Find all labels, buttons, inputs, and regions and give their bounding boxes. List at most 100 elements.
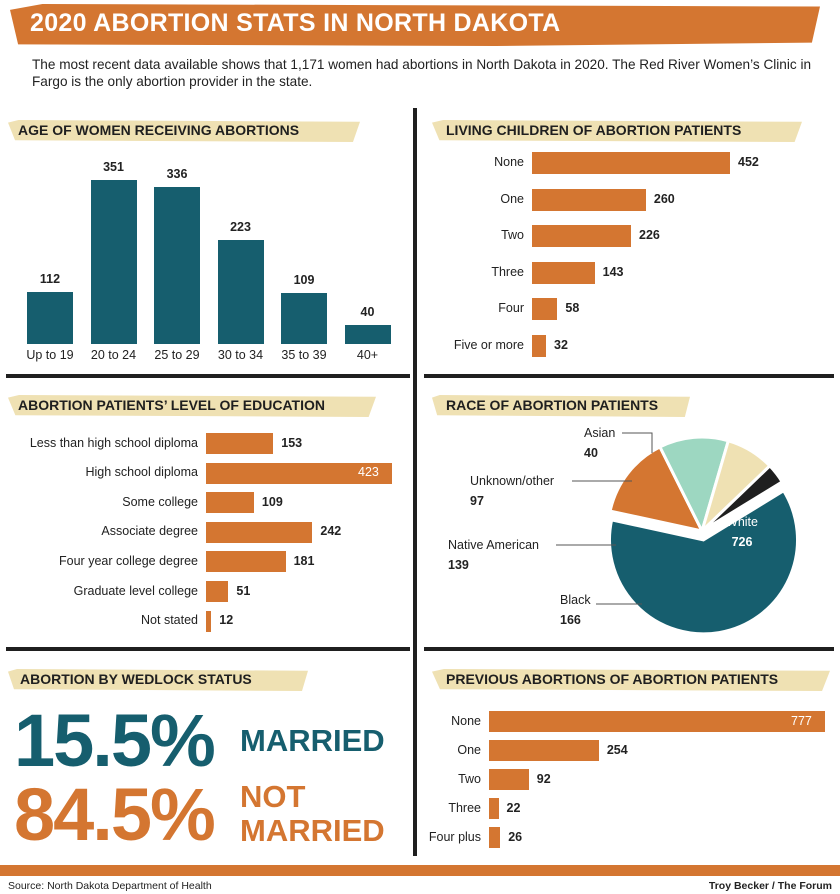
- not-married-label-line2: MARRIED: [240, 813, 385, 848]
- education-bar-value: 109: [261, 494, 283, 509]
- education-bar: [206, 610, 212, 632]
- wedlock-section-title: ABORTION BY WEDLOCK STATUS: [20, 671, 252, 687]
- previous-category-label: None: [451, 713, 481, 728]
- previous-bar: [489, 740, 599, 761]
- education-category-label: High school diploma: [85, 465, 198, 480]
- education-category-label: Four year college degree: [59, 553, 198, 568]
- intro-text: The most recent data available shows tha…: [32, 57, 812, 89]
- age-bar: [217, 239, 264, 344]
- previous-bar: [489, 711, 825, 732]
- age-bar: [154, 187, 200, 344]
- previous-bar-value: 26: [508, 829, 523, 844]
- education-bar-value: 51: [236, 583, 251, 598]
- children-bar: [532, 298, 558, 320]
- not-married-label-line1: NOT: [240, 779, 306, 814]
- age-bar-value: 109: [293, 273, 315, 288]
- education-bar: [206, 492, 254, 514]
- education-section-header: [8, 395, 376, 417]
- age-category-label: 30 to 34: [217, 348, 264, 362]
- divider-right-2: [424, 647, 834, 651]
- previous-bar-value: 777: [791, 713, 812, 728]
- previous-bar-value: 22: [506, 800, 521, 815]
- children-category-label: Two: [501, 228, 524, 242]
- education-bar: [206, 521, 313, 543]
- age-bar-value: 40: [360, 305, 375, 320]
- children-category-label: None: [494, 155, 524, 169]
- wedlock-section-header: [8, 669, 308, 691]
- pie-value: 166: [560, 613, 581, 627]
- previous-category-label: One: [457, 742, 481, 757]
- age-bar: [344, 325, 391, 344]
- previous-bar: [489, 798, 499, 819]
- education-bar: [206, 581, 229, 602]
- age-bar-value: 336: [166, 167, 188, 181]
- children-bar-value: 226: [639, 228, 660, 242]
- age-bar: [27, 291, 73, 344]
- married-label: MARRIED: [240, 723, 385, 758]
- children-category-label: Five or more: [453, 337, 524, 352]
- page-title: 2020 ABORTION STATS IN NORTH DAKOTA: [30, 9, 561, 37]
- pie-label: Unknown/other: [470, 474, 554, 488]
- children-category-label: Four: [498, 301, 524, 315]
- education-bar-value: 181: [293, 553, 315, 568]
- children-bar: [532, 261, 595, 284]
- children-section-title: LIVING CHILDREN OF ABORTION PATIENTS: [446, 122, 742, 138]
- race-section-title: RACE OF ABORTION PATIENTS: [446, 397, 659, 413]
- vertical-divider: [413, 108, 417, 856]
- age-category-label: 25 to 29: [154, 348, 200, 362]
- age-category-label: Up to 19: [26, 348, 74, 362]
- children-bar: [532, 225, 631, 247]
- age-bar-value: 112: [39, 271, 61, 286]
- previous-category-label: Four plus: [428, 829, 481, 844]
- title-banner: [10, 4, 820, 46]
- education-category-label: Not stated: [141, 613, 198, 628]
- previous-section-title: PREVIOUS ABORTIONS OF ABORTION PATIENTS: [446, 671, 779, 687]
- education-section-title: ABORTION PATIENTS’ LEVEL OF EDUCATION: [18, 397, 325, 413]
- previous-bar-value: 92: [536, 771, 551, 786]
- children-category-label: One: [500, 191, 524, 206]
- pie-label: Asian: [584, 426, 615, 440]
- children-bar: [532, 334, 547, 357]
- pie-label: Native American: [448, 538, 539, 552]
- previous-section-header: [432, 669, 830, 691]
- pie-value: 139: [448, 558, 469, 572]
- education-category-label: Graduate level college: [73, 583, 198, 598]
- children-bar-value: 260: [653, 191, 675, 206]
- children-bar: [532, 152, 730, 174]
- education-bar-value: 12: [219, 613, 234, 628]
- education-bar-value: 153: [281, 435, 303, 450]
- previous-bar: [489, 827, 501, 848]
- education-category-label: Some college: [122, 494, 198, 509]
- children-bar-value: 143: [602, 264, 624, 279]
- age-bar: [90, 180, 137, 344]
- education-bar: [206, 551, 286, 573]
- pie-label: Black: [560, 593, 591, 607]
- age-bar: [281, 293, 327, 344]
- education-category-label: Associate degree: [101, 524, 198, 539]
- education-category-label: Less than high school diploma: [29, 435, 198, 450]
- children-bar-value: 58: [565, 301, 580, 315]
- age-category-label: 40+: [356, 348, 379, 362]
- previous-bar-value: 254: [606, 742, 628, 757]
- children-bar-value: 452: [738, 155, 759, 169]
- pie-label: White: [726, 515, 758, 529]
- children-bar: [532, 188, 646, 211]
- age-bar-value: 351: [103, 160, 124, 174]
- divider-left-2: [6, 647, 410, 651]
- previous-bar: [489, 769, 529, 790]
- age-category-label: 35 to 39: [281, 348, 327, 362]
- children-bar-value: 32: [554, 337, 568, 352]
- race-pie-chart: White 726 Black 166 Native American 139 Unknow…: [448, 426, 799, 636]
- previous-category-label: Three: [448, 800, 481, 815]
- education-bar-value: 242: [320, 524, 342, 539]
- pie-value: 40: [584, 446, 598, 460]
- education-bar: [206, 462, 392, 484]
- pie-value: 97: [470, 494, 484, 508]
- age-section-header: [8, 120, 360, 142]
- pie-slice-black: [608, 444, 705, 534]
- education-bar: [206, 433, 274, 454]
- age-bar-value: 223: [230, 219, 251, 234]
- pie-slice-asian: [700, 463, 785, 533]
- children-section-header: [432, 120, 802, 142]
- age-section-title: AGE OF WOMEN RECEIVING ABORTIONS: [18, 122, 300, 138]
